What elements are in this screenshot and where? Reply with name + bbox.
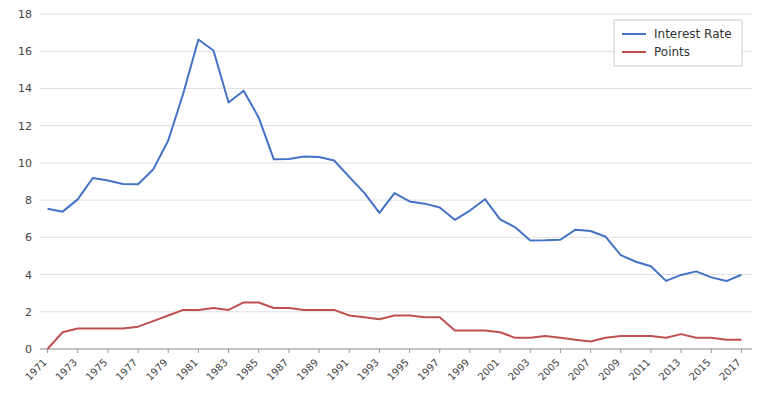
y-tick-label: 16	[18, 45, 32, 58]
grid-line	[40, 125, 752, 126]
x-tick-label: 1987	[265, 357, 291, 383]
x-tick	[620, 349, 621, 353]
y-tick-label: 0	[25, 343, 32, 356]
x-tick	[228, 349, 229, 353]
grid-line	[40, 14, 752, 15]
x-tick	[469, 349, 470, 353]
legend-swatch	[622, 51, 646, 53]
x-tick-label: 2013	[657, 357, 683, 383]
x-tick	[319, 349, 320, 353]
x-tick-label: 1993	[355, 357, 381, 383]
legend-box	[614, 20, 742, 66]
y-tick-label: 18	[18, 8, 32, 21]
x-tick	[107, 349, 108, 353]
x-tick	[741, 349, 742, 353]
x-tick	[439, 349, 440, 353]
y-tick-label: 4	[25, 269, 32, 282]
grid-line	[40, 237, 752, 238]
x-tick	[560, 349, 561, 353]
series-line	[48, 40, 742, 282]
x-tick	[711, 349, 712, 353]
x-tick-label: 2011	[627, 357, 653, 383]
y-tick-label: 8	[25, 194, 32, 207]
x-tick-label: 2001	[476, 357, 502, 383]
x-tick	[590, 349, 591, 353]
x-tick-label: 2005	[536, 357, 562, 383]
x-tick-label: 1979	[144, 357, 170, 383]
x-tick	[288, 349, 289, 353]
grid-line	[40, 274, 752, 275]
x-tick	[530, 349, 531, 353]
x-tick-label: 1981	[174, 357, 200, 383]
y-tick-label: 2	[25, 306, 32, 319]
x-tick	[681, 349, 682, 353]
x-tick	[168, 349, 169, 353]
legend-swatch	[622, 33, 646, 35]
x-tick	[409, 349, 410, 353]
x-tick	[198, 349, 199, 353]
x-tick-label: 1991	[325, 357, 351, 383]
x-tick-label: 2007	[566, 357, 592, 383]
x-tick-label: 2017	[717, 357, 743, 383]
legend-label: Points	[654, 45, 690, 59]
y-grid	[40, 14, 752, 349]
x-tick-label: 1971	[23, 357, 49, 383]
legend-label: Interest Rate	[654, 27, 732, 41]
x-tick-label: 1975	[84, 357, 110, 383]
x-axis-line	[40, 349, 752, 350]
y-tick-label: 14	[18, 82, 32, 95]
x-tick	[349, 349, 350, 353]
chart: 0246810121416181971197319751977197919811…	[0, 0, 768, 401]
x-tick-label: 1977	[114, 357, 140, 383]
grid-line	[40, 200, 752, 201]
x-tick	[379, 349, 380, 353]
series-line	[48, 302, 742, 349]
x-tick	[650, 349, 651, 353]
x-tick-label: 1999	[446, 357, 472, 383]
x-tick	[77, 349, 78, 353]
x-tick	[138, 349, 139, 353]
x-tick	[500, 349, 501, 353]
x-tick-label: 2003	[506, 357, 532, 383]
x-tick-label: 2015	[687, 357, 713, 383]
x-tick	[258, 349, 259, 353]
x-tick-label: 1997	[415, 357, 441, 383]
y-tick-label: 12	[18, 120, 32, 133]
grid-line	[40, 162, 752, 163]
lines	[48, 40, 742, 350]
grid-line	[40, 311, 752, 312]
x-tick-label: 1973	[53, 357, 79, 383]
y-tick-label: 10	[18, 157, 32, 170]
x-tick-label: 1995	[385, 357, 411, 383]
x-tick-label: 2009	[596, 357, 622, 383]
grid-line	[40, 88, 752, 89]
x-tick-label: 1989	[295, 357, 321, 383]
grid-line	[40, 349, 752, 350]
x-tick-label: 1983	[204, 357, 230, 383]
x-tick-label: 1985	[234, 357, 260, 383]
legend: Interest Rate Points	[614, 20, 742, 66]
x-tick	[47, 349, 48, 353]
y-tick-label: 6	[25, 231, 32, 244]
